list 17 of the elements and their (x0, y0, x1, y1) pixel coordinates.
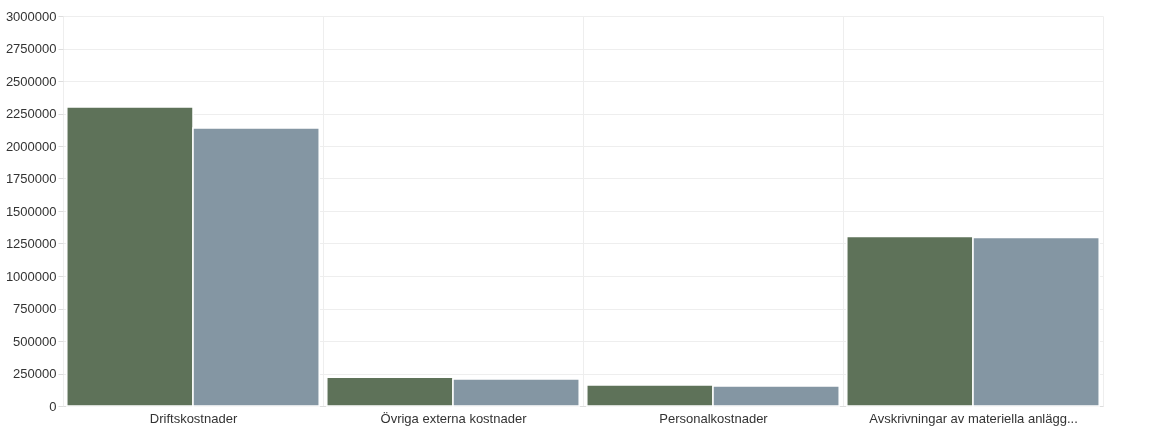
y-tick-label: 1000000 (5, 268, 57, 284)
x-tick-label: Avskrivningar av materiella anlägg... (869, 410, 1078, 426)
y-tick-label: 0 (49, 398, 57, 414)
y-tick-label: 1250000 (5, 236, 57, 251)
y-tick-label: 2000000 (5, 138, 57, 154)
y-tick-label: 500000 (13, 333, 57, 349)
x-tick-label: Personalkostnader (659, 410, 769, 426)
y-tick-label: 2250000 (5, 106, 57, 121)
x-tick-label: Övriga externa kostnader (380, 410, 528, 426)
y-tick-label: 3000000 (5, 8, 57, 24)
y-tick-label: 750000 (13, 301, 57, 316)
y-tick-label: 1750000 (5, 171, 57, 186)
y-tick-label: 2500000 (5, 73, 57, 89)
x-tick-label: Driftskostnader (149, 410, 238, 426)
y-tick-label: 2750000 (5, 41, 57, 56)
y-tick-label: 250000 (13, 366, 57, 381)
y-tick-label: 1500000 (5, 203, 57, 219)
